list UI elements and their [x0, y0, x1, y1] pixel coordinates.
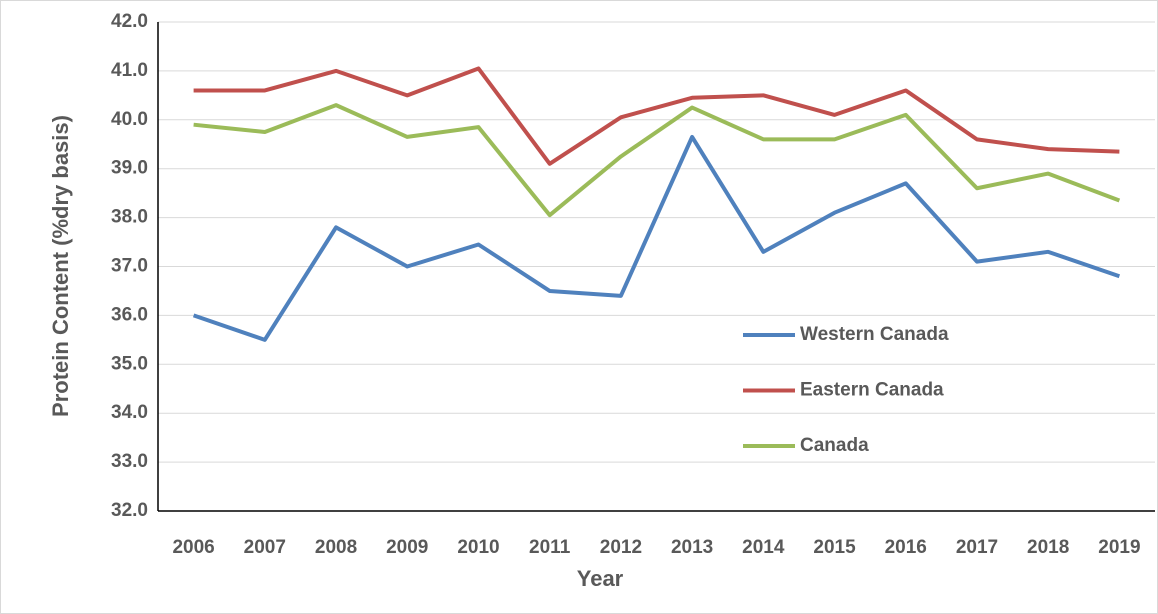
series-line — [193, 103, 1121, 218]
x-tick-label: 2007 — [244, 537, 286, 558]
x-tick-label: 2009 — [386, 537, 428, 558]
y-tick-label: 39.0 — [111, 158, 148, 179]
x-tick-label: 2013 — [671, 537, 713, 558]
y-axis-title: Protein Content (%dry basis) — [48, 115, 73, 417]
x-tick-label: 2010 — [457, 537, 499, 558]
series-line — [193, 66, 1120, 166]
y-tick-label: 38.0 — [111, 207, 148, 228]
x-tick-label: 2017 — [956, 537, 998, 558]
y-tick-label: 41.0 — [111, 60, 148, 81]
series-line — [192, 134, 1121, 342]
x-tick-label: 2011 — [529, 537, 571, 558]
legend-label: Western Canada — [800, 324, 949, 345]
x-tick-label: 2006 — [172, 537, 214, 558]
x-tick-label: 2015 — [813, 537, 856, 558]
x-tick-label: 2018 — [1027, 537, 1069, 558]
x-axis-title: Year — [577, 566, 624, 591]
y-tick-label: 40.0 — [111, 109, 148, 130]
y-tick-label: 36.0 — [111, 304, 148, 325]
x-tick-label: 2008 — [315, 537, 357, 558]
y-tick-label: 32.0 — [111, 500, 148, 521]
y-tick-label: 37.0 — [111, 256, 148, 277]
y-tick-label: 33.0 — [111, 451, 148, 472]
x-tick-label: 2012 — [600, 537, 642, 558]
legend-label: Canada — [800, 435, 869, 456]
y-tick-label: 34.0 — [111, 402, 148, 423]
x-tick-label: 2016 — [885, 537, 927, 558]
x-tick-label: 2019 — [1098, 537, 1140, 558]
y-tick-label: 35.0 — [111, 353, 148, 374]
x-tick-label: 2014 — [742, 537, 785, 558]
y-tick-label: 42.0 — [111, 11, 148, 32]
legend-label: Eastern Canada — [800, 380, 944, 401]
